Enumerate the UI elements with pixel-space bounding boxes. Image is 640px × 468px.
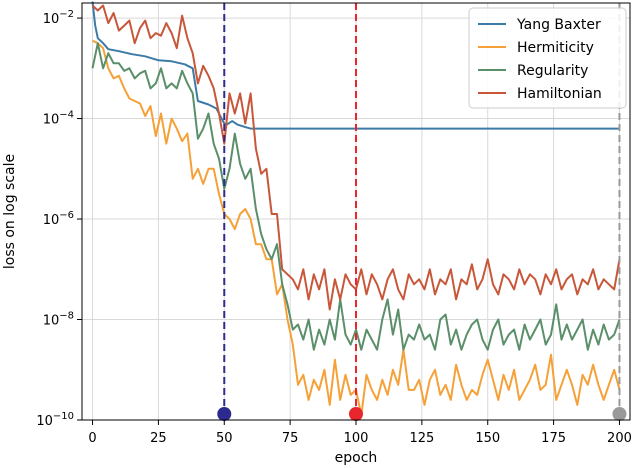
legend-label-regularity: Regularity <box>517 63 588 79</box>
legend-label-hermiticity: Hermiticity <box>517 40 594 56</box>
axis-ticks: 0 25 50 75 100 125 150 175 200 10−10 10−8 10−6 10−4 1… <box>36 9 632 446</box>
vline-marker-200 <box>612 407 627 421</box>
legend-label-hamiltonian: Hamiltonian <box>517 86 602 102</box>
y-tick-label: 10−4 <box>43 110 74 128</box>
x-tick-label: 25 <box>150 431 167 446</box>
series-line-regularity <box>91 42 621 351</box>
vline-marker-50 <box>217 407 232 421</box>
vline-marker-100 <box>349 407 363 421</box>
series-line-yang-baxter <box>91 1 620 130</box>
y-axis-label: loss on log scale <box>2 154 18 269</box>
x-tick-label: 0 <box>88 431 96 446</box>
y-tick-label: 10−8 <box>43 311 74 329</box>
x-tick-label: 50 <box>216 431 233 446</box>
legend: Yang Baxter Hermiticity Regularity Hamilton… <box>468 7 627 109</box>
legend-label-yang-baxter: Yang Baxter <box>516 17 601 33</box>
x-tick-label: 75 <box>282 431 299 446</box>
legend-box <box>468 7 627 109</box>
x-tick-label: 200 <box>607 431 632 446</box>
x-tick-label: 100 <box>344 431 369 446</box>
y-tick-label: 10−6 <box>43 210 74 228</box>
x-tick-label: 175 <box>541 431 566 446</box>
y-tick-label: 10−2 <box>43 9 74 27</box>
y-tick-label: 10−10 <box>36 411 74 429</box>
x-tick-label: 150 <box>475 431 500 446</box>
x-axis-label: epoch <box>335 450 378 466</box>
x-tick-label: 125 <box>409 431 434 446</box>
